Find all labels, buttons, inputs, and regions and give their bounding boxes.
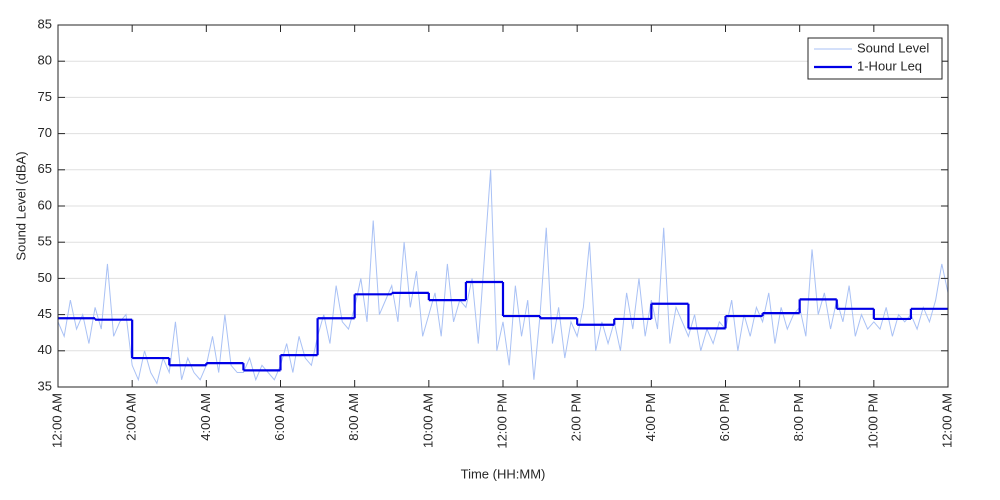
legend-label: Sound Level: [857, 40, 929, 55]
x-tick-label: 8:00 PM: [791, 393, 806, 441]
x-tick-label: 10:00 AM: [420, 393, 435, 448]
x-tick-label: 10:00 PM: [865, 393, 880, 449]
x-tick-label: 4:00 AM: [198, 393, 213, 441]
ticks: 35 40 45 50 55 60 65 70 75 80 85 12:00 AM 2:00 AM 4:0…: [38, 16, 955, 448]
data: [58, 169, 948, 385]
y-tick-label: 85: [38, 16, 52, 31]
x-tick-label: 12:00 AM: [49, 393, 64, 448]
legend-label: 1-Hour Leq: [857, 58, 922, 73]
y-tick-label: 60: [38, 197, 52, 212]
x-tick-label: 12:00 PM: [494, 393, 509, 449]
y-tick-label: 55: [38, 234, 52, 249]
x-tick-label: 4:00 PM: [643, 393, 658, 441]
x-tick-label: 12:00 AM: [939, 393, 954, 448]
y-tick-label: 65: [38, 161, 52, 176]
y-tick-label: 70: [38, 125, 52, 140]
y-tick-label: 80: [38, 53, 52, 68]
legend-box: [807, 37, 943, 80]
x-tick-label: 2:00 AM: [124, 393, 139, 441]
y-tick-label: 40: [38, 342, 52, 357]
x-axis-label: Time (HH:MM): [461, 466, 546, 481]
x-tick-label: 6:00 PM: [717, 393, 732, 441]
y-tick-label: 75: [38, 89, 52, 104]
y-tick-label: 35: [38, 378, 52, 393]
x-tick-label: 6:00 AM: [272, 393, 287, 441]
x-tick-label: 2:00 PM: [569, 393, 584, 441]
x-tick-label: 8:00 AM: [346, 393, 361, 441]
y-tick-label: 45: [38, 306, 52, 321]
y-axis-label: Sound Level (dBA): [13, 151, 28, 260]
legend: Sound Level 1-Hour Leq: [807, 37, 943, 80]
y-tick-label: 50: [38, 270, 52, 285]
